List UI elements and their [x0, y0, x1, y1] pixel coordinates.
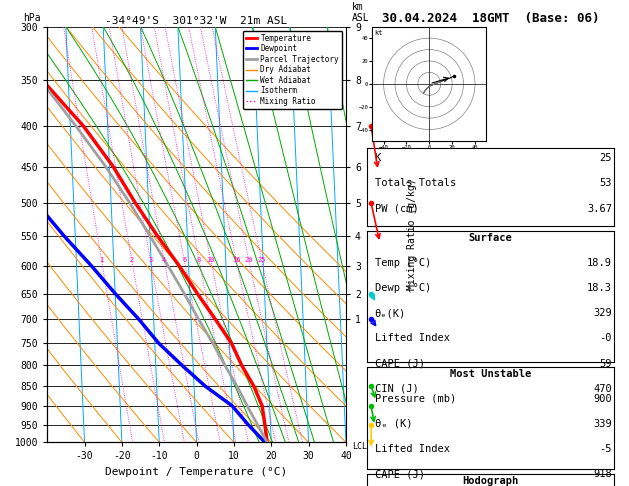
Text: 3.67: 3.67 [587, 204, 612, 214]
Text: θₑ (K): θₑ (K) [374, 419, 412, 429]
Text: Most Unstable: Most Unstable [450, 369, 532, 380]
Text: km
ASL: km ASL [352, 2, 370, 22]
Text: 53: 53 [599, 178, 612, 189]
Text: hPa: hPa [23, 13, 41, 22]
Text: CAPE (J): CAPE (J) [374, 469, 425, 480]
Text: 18.3: 18.3 [587, 283, 612, 293]
Text: Surface: Surface [469, 233, 513, 243]
Text: 918: 918 [593, 469, 612, 480]
Text: Pressure (mb): Pressure (mb) [374, 394, 456, 404]
Legend: Temperature, Dewpoint, Parcel Trajectory, Dry Adiabat, Wet Adiabat, Isotherm, Mi: Temperature, Dewpoint, Parcel Trajectory… [243, 31, 342, 109]
Text: 1: 1 [99, 257, 104, 263]
Text: Hodograph: Hodograph [462, 476, 519, 486]
Text: 25: 25 [257, 257, 266, 263]
Text: Totals Totals: Totals Totals [374, 178, 456, 189]
Title: -34°49'S  301°32'W  21m ASL: -34°49'S 301°32'W 21m ASL [106, 16, 287, 26]
Text: 30.04.2024  18GMT  (Base: 06): 30.04.2024 18GMT (Base: 06) [382, 12, 599, 25]
Text: 59: 59 [599, 359, 612, 369]
Text: CIN (J): CIN (J) [374, 384, 418, 394]
Text: 6: 6 [182, 257, 186, 263]
Text: Dewp (°C): Dewp (°C) [374, 283, 431, 293]
Text: kt: kt [374, 30, 383, 36]
Text: Temp (°C): Temp (°C) [374, 258, 431, 268]
Text: 10: 10 [206, 257, 215, 263]
Text: Mixing Ratio (g/kg): Mixing Ratio (g/kg) [407, 179, 416, 290]
Text: Lifted Index: Lifted Index [374, 333, 450, 344]
Text: LCL: LCL [352, 442, 367, 451]
Text: -0: -0 [599, 333, 612, 344]
Text: -5: -5 [599, 444, 612, 454]
Text: 25: 25 [599, 153, 612, 163]
X-axis label: Dewpoint / Temperature (°C): Dewpoint / Temperature (°C) [106, 467, 287, 477]
Text: 900: 900 [593, 394, 612, 404]
Text: 18.9: 18.9 [587, 258, 612, 268]
Text: 20: 20 [245, 257, 253, 263]
Text: 329: 329 [593, 308, 612, 318]
Text: 16: 16 [232, 257, 240, 263]
Text: 339: 339 [593, 419, 612, 429]
Text: 2: 2 [130, 257, 134, 263]
Text: PW (cm): PW (cm) [374, 204, 418, 214]
Text: Lifted Index: Lifted Index [374, 444, 450, 454]
Text: CAPE (J): CAPE (J) [374, 359, 425, 369]
Text: θₑ(K): θₑ(K) [374, 308, 406, 318]
Text: 470: 470 [593, 384, 612, 394]
Text: 3: 3 [148, 257, 153, 263]
Text: K: K [374, 153, 381, 163]
Text: 8: 8 [197, 257, 201, 263]
Text: 4: 4 [162, 257, 166, 263]
